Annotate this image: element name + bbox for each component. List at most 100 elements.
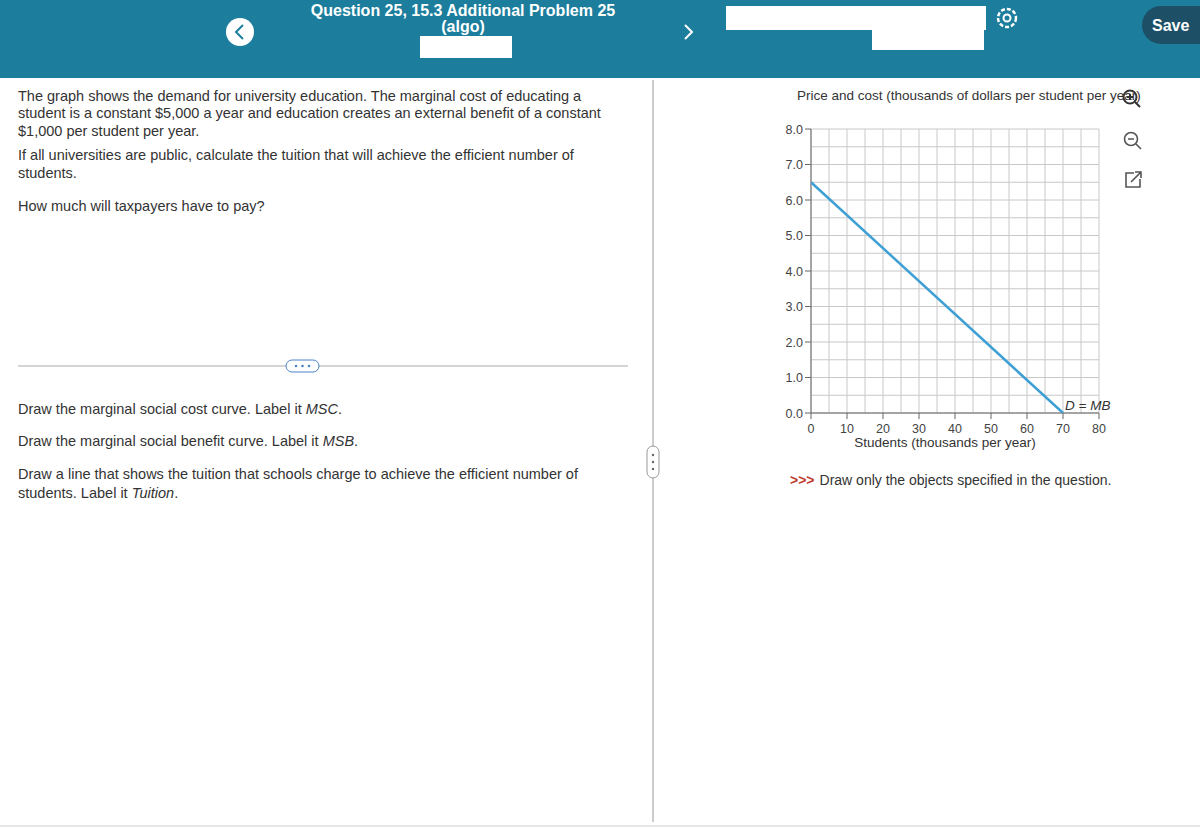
redacted-box xyxy=(420,36,512,58)
y-tick-label: 5.0 xyxy=(786,229,803,243)
expand-glyph xyxy=(1126,172,1141,187)
task-line: students. Label it xyxy=(18,485,132,501)
task-label: MSB xyxy=(323,433,355,449)
header-bar xyxy=(0,0,1200,78)
x-tick-label: 20 xyxy=(876,422,890,436)
grid-line xyxy=(811,306,1099,307)
handle-dot xyxy=(652,468,654,470)
zoom-out-glyph xyxy=(1128,139,1141,149)
question-text: $1,000 per student per year. xyxy=(18,123,199,139)
grid-line xyxy=(811,342,1099,343)
question-text: students. xyxy=(18,165,77,181)
grid-line xyxy=(811,200,1099,201)
y-tick xyxy=(805,164,811,165)
zoom-out-button[interactable] xyxy=(1125,133,1142,150)
next-button[interactable] xyxy=(685,25,692,39)
y-tick-label: 3.0 xyxy=(786,300,803,314)
x-tick xyxy=(1099,413,1100,419)
question-text: student is a constant $5,000 a year and … xyxy=(18,105,601,121)
expand-graph-button[interactable] xyxy=(1126,172,1141,187)
question-text: The graph shows the demand for universit… xyxy=(18,88,582,104)
task-text: students. Label it Tuition. xyxy=(18,485,178,501)
pill xyxy=(286,360,319,372)
y-tick-label: 8.0 xyxy=(786,123,803,137)
grid-line xyxy=(811,377,1099,378)
y-tick xyxy=(805,342,811,343)
chart: Price and cost (thousands of dollars per… xyxy=(786,88,1141,450)
page: Question 25, 15.3 Additional Problem 25(… xyxy=(0,0,1200,828)
divider-handle[interactable] xyxy=(647,446,659,478)
task-label: MSC xyxy=(306,401,339,417)
y-tick-label: 1.0 xyxy=(786,371,803,385)
prev-bg xyxy=(226,18,254,46)
task-end: . xyxy=(174,485,178,501)
task-text: Draw the marginal social cost curve. Lab… xyxy=(18,401,342,417)
gear-inner xyxy=(1004,15,1011,22)
grid-line xyxy=(811,235,1099,236)
question-text: If all universities are public, calculat… xyxy=(18,147,575,163)
y-tick xyxy=(805,306,811,307)
x-tick-label: 60 xyxy=(1020,422,1034,436)
y-tick-label: 7.0 xyxy=(786,158,803,172)
grid-line xyxy=(811,164,1099,165)
handle-dot xyxy=(652,461,654,463)
y-tick xyxy=(805,200,811,201)
task-line: Draw a line that shows the tuition that … xyxy=(18,466,579,482)
y-tick-label: 6.0 xyxy=(786,194,803,208)
task-text: Draw the marginal social benefit curve. … xyxy=(18,433,358,449)
note: >>> Draw only the objects specified in th… xyxy=(790,472,1111,488)
save-label: Save xyxy=(1152,17,1189,34)
y-tick xyxy=(805,235,811,236)
separator xyxy=(18,366,628,367)
question-title: Question 25, 15.3 Additional Problem 25 xyxy=(311,2,615,19)
note-text: Draw only the objects specified in the q… xyxy=(820,472,1112,488)
plot-area xyxy=(811,182,1063,413)
gear-outer xyxy=(998,9,1016,27)
note-prefix: >>> xyxy=(790,472,815,488)
save-bg xyxy=(1142,6,1200,44)
expand-button[interactable] xyxy=(286,360,319,372)
y-tick xyxy=(805,271,811,272)
task-line: Draw the marginal social benefit curve. … xyxy=(18,433,323,449)
x-tick-label: 0 xyxy=(808,422,815,436)
handle-bg xyxy=(647,446,659,478)
x-tick-label: 70 xyxy=(1056,422,1070,436)
bottom-border xyxy=(0,826,1200,827)
question-subtitle: (algo) xyxy=(441,18,485,35)
x-tick xyxy=(919,413,920,419)
x-tick xyxy=(883,413,884,419)
prev-icon xyxy=(236,25,243,39)
y-tick xyxy=(805,413,811,414)
series-label: D = MB xyxy=(1065,398,1110,413)
settings-button[interactable] xyxy=(998,9,1016,27)
x-axis-title: Students (thousands per year) xyxy=(854,435,1036,450)
x-tick-label: 10 xyxy=(840,422,854,436)
zoom-in-button[interactable] xyxy=(1124,91,1141,108)
pill-dot xyxy=(301,365,304,368)
series-line xyxy=(811,182,1063,413)
y-tick-label: 2.0 xyxy=(786,336,803,350)
x-tick-label: 50 xyxy=(984,422,998,436)
question-text: How much will taxpayers have to pay? xyxy=(18,198,265,214)
task-label: Tuition xyxy=(132,485,174,501)
x-tick-label: 40 xyxy=(948,422,962,436)
x-tick xyxy=(1027,413,1028,419)
y-tick xyxy=(805,377,811,378)
prev-button[interactable] xyxy=(226,18,254,46)
grid-line xyxy=(811,129,1099,130)
y-tick-label: 0.0 xyxy=(786,407,803,421)
zoom-in-glyph xyxy=(1127,94,1140,107)
grid-line xyxy=(811,271,1099,272)
x-tick xyxy=(955,413,956,419)
y-axis-title: Price and cost (thousands of dollars per… xyxy=(797,88,1141,103)
redacted-box xyxy=(726,6,986,30)
pill-dot xyxy=(295,365,298,368)
x-tick xyxy=(811,413,812,419)
x-tick xyxy=(1063,413,1064,419)
save-button[interactable]: Save xyxy=(1142,6,1200,44)
x-tick-label: 30 xyxy=(912,422,926,436)
y-tick xyxy=(805,129,811,130)
handle-dot xyxy=(652,454,654,456)
x-tick xyxy=(991,413,992,419)
task-end: . xyxy=(354,433,358,449)
